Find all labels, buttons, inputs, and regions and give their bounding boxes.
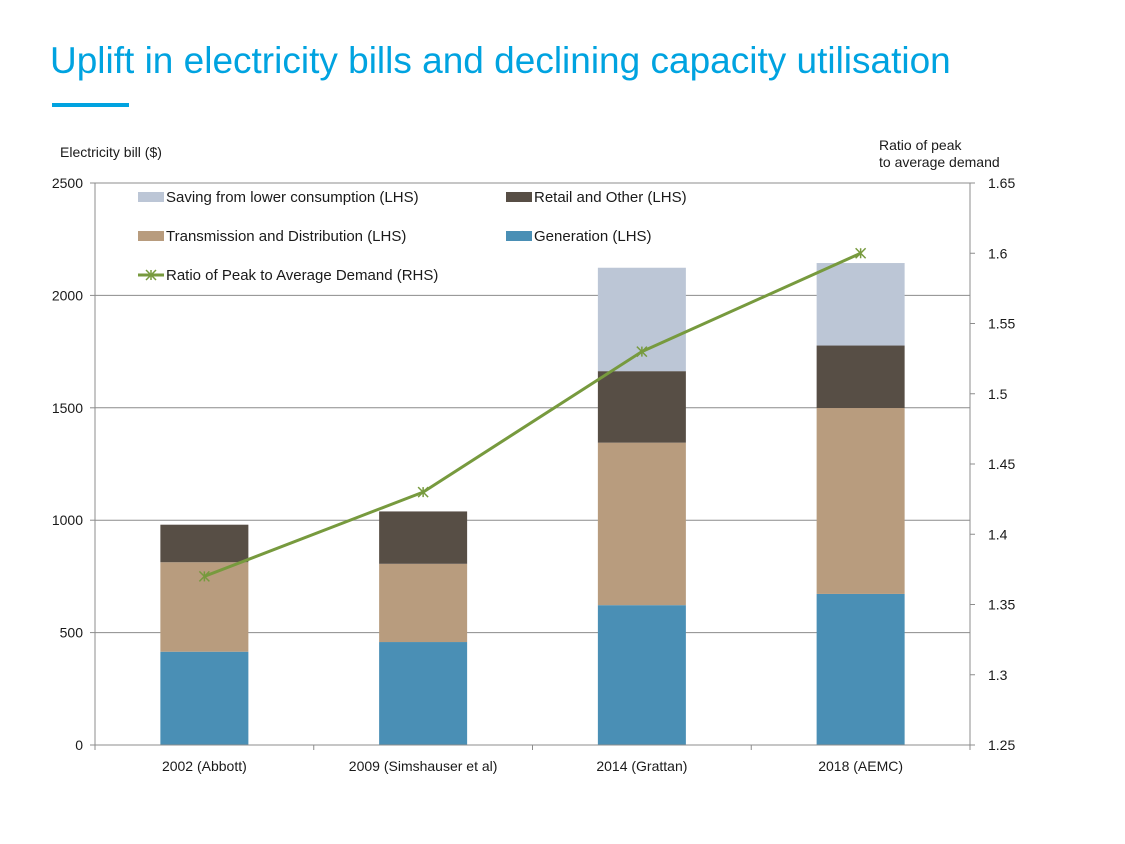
ratio-line — [203, 251, 862, 578]
legend-item-saving: Saving from lower consumption (LHS) — [138, 189, 419, 206]
y-tick-label-left: 500 — [60, 625, 84, 641]
legend-item-ratio_line: Ratio of Peak to Average Demand (RHS) — [138, 267, 438, 284]
bar-segment-generation — [160, 651, 249, 745]
y-tick-label-left: 2000 — [52, 287, 83, 303]
y-axis-title-right-line: to average demand — [879, 154, 1000, 170]
y-axis-title-right-line: Ratio of peak — [879, 137, 962, 153]
bar-segment-retail — [597, 371, 686, 443]
y-axis-title-left: Electricity bill ($) — [60, 144, 162, 160]
legend-item-generation: Generation (LHS) — [506, 228, 652, 245]
bar-segment-generation — [597, 605, 686, 745]
y-tick-label-right: 1.65 — [988, 175, 1015, 191]
bar-segment-saving — [816, 263, 905, 346]
y-tick-label-right: 1.25 — [988, 737, 1015, 753]
legend-swatch — [506, 192, 532, 202]
ratio-point — [855, 247, 867, 259]
legend-swatch — [138, 231, 164, 241]
y-tick-label-right: 1.55 — [988, 316, 1015, 332]
legend-label: Retail and Other (LHS) — [534, 189, 687, 206]
legend-item-transmission: Transmission and Distribution (LHS) — [138, 228, 406, 245]
legend-item-retail: Retail and Other (LHS) — [506, 189, 687, 206]
y-axis-title-right: Ratio of peak to average demand — [879, 137, 1000, 170]
y-tick-label-right: 1.3 — [988, 667, 1008, 683]
y-tick-label-left: 1500 — [52, 400, 83, 416]
y-tick-label-right: 1.5 — [988, 386, 1008, 402]
x-tick-label: 2014 (Grattan) — [596, 758, 687, 774]
legend-swatch — [506, 231, 532, 241]
slide-title: Uplift in electricity bills and declinin… — [50, 40, 951, 81]
y-tick-label-left: 1000 — [52, 512, 83, 528]
legend-label: Generation (LHS) — [534, 228, 652, 245]
stacked-bars — [160, 263, 905, 745]
bar-segment-retail — [379, 511, 468, 564]
x-tick-label: 2018 (AEMC) — [818, 758, 903, 774]
legend-label: Ratio of Peak to Average Demand (RHS) — [166, 267, 438, 284]
ratio-line-series — [198, 247, 867, 582]
y-tick-label-left: 0 — [75, 737, 83, 753]
ratio-point — [636, 346, 648, 358]
title-underline — [52, 103, 129, 107]
x-tick-label: 2009 (Simshauser et al) — [349, 758, 498, 774]
y-tick-label-right: 1.45 — [988, 456, 1015, 472]
y-tick-label-right: 1.6 — [988, 245, 1008, 261]
bar-segment-transmission — [816, 408, 905, 594]
legend-label: Saving from lower consumption (LHS) — [166, 189, 419, 206]
bar-segment-generation — [816, 593, 905, 745]
y-tick-label-right: 1.4 — [988, 526, 1008, 542]
ratio-point — [417, 486, 429, 498]
legend-swatch — [138, 192, 164, 202]
bar-segment-retail — [816, 345, 905, 409]
legend-label: Transmission and Distribution (LHS) — [166, 228, 406, 245]
x-tick-label: 2002 (Abbott) — [162, 758, 247, 774]
axis-titles: Electricity bill ($) Ratio of peak to aver… — [60, 137, 1000, 170]
legend: Saving from lower consumption (LHS) Retai… — [138, 189, 687, 284]
bar-segment-generation — [379, 642, 468, 745]
y-tick-label-left: 2500 — [52, 175, 83, 191]
bar-segment-transmission — [597, 442, 686, 606]
legend-marker-icon — [145, 269, 157, 281]
y-tick-label-right: 1.35 — [988, 597, 1015, 613]
ratio-point — [198, 570, 210, 582]
bar-segment-retail — [160, 524, 249, 563]
axes: 0 500 1000 1500 2000 2500 1.25 1.3 1.35 1.4 1.45 1.… — [52, 175, 1016, 774]
bar-segment-transmission — [379, 563, 468, 643]
